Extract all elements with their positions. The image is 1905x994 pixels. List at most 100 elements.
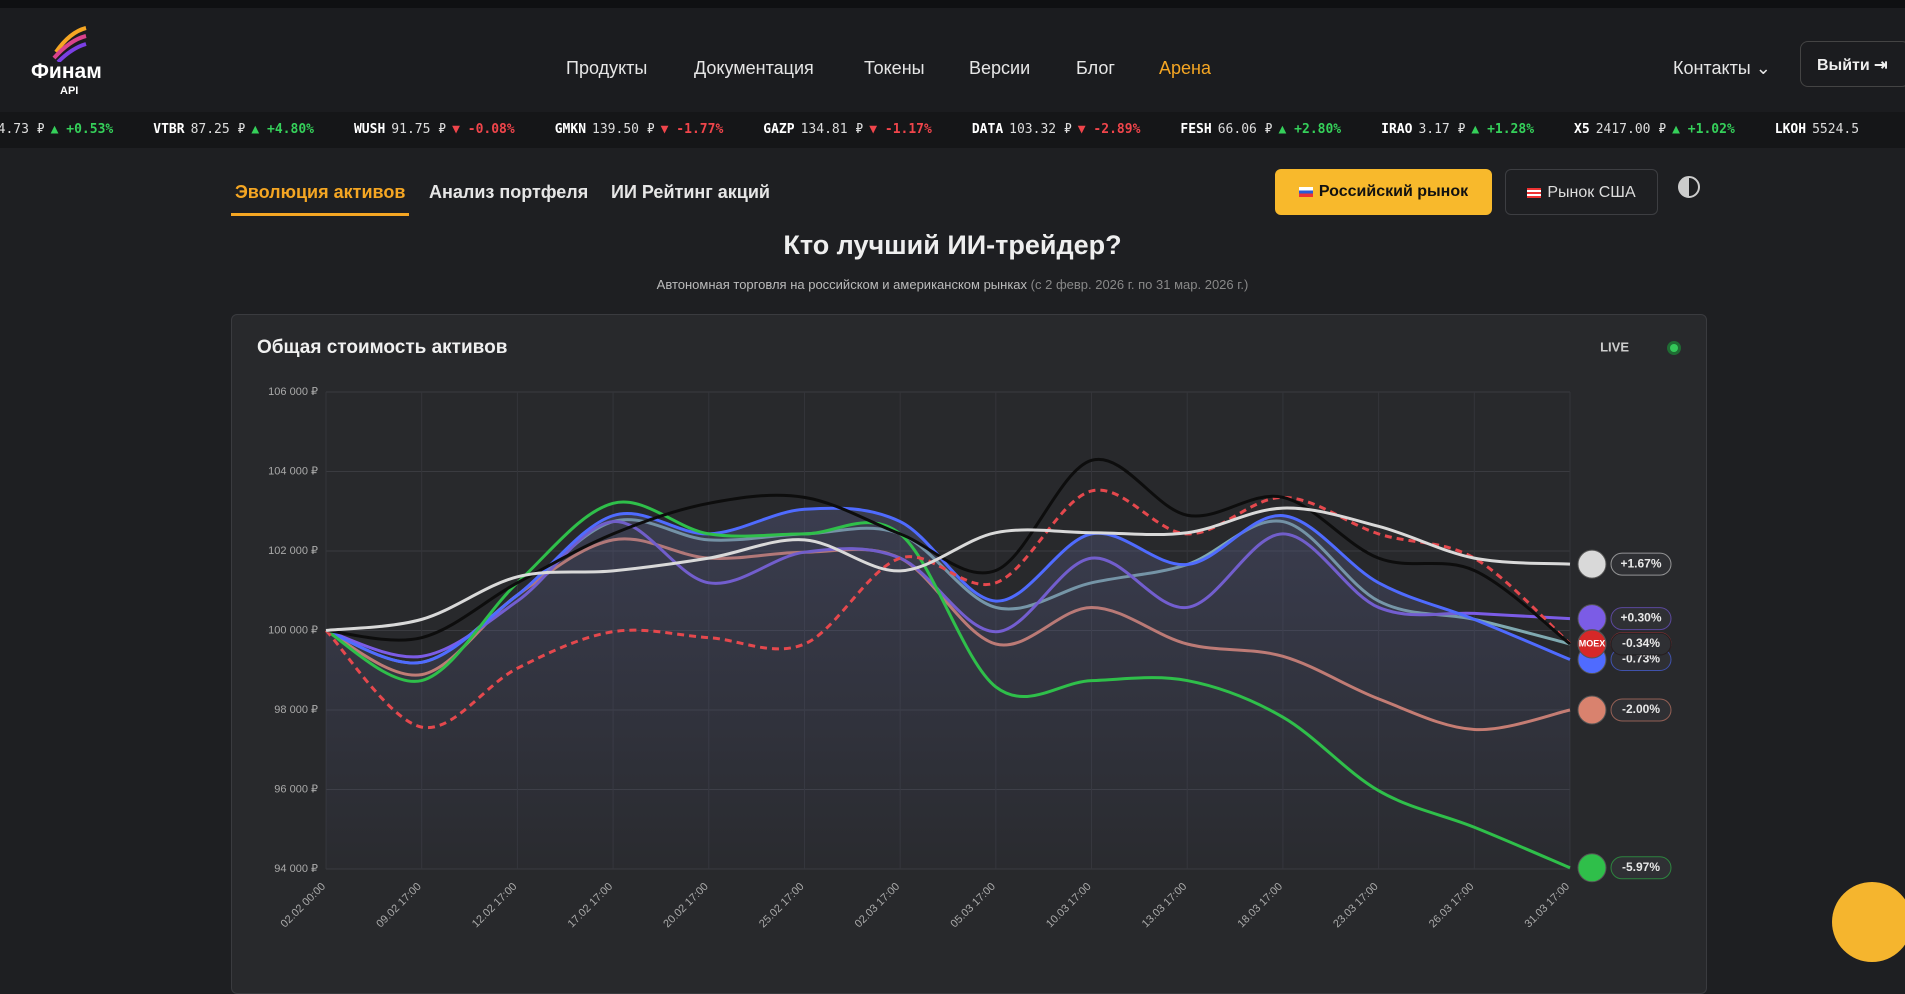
end-icon bbox=[1577, 853, 1607, 883]
flag bbox=[1527, 187, 1542, 198]
ticker-change: ▼ -2.89% bbox=[1077, 122, 1141, 137]
ticker-change: ▼ -0.08% bbox=[452, 122, 515, 137]
ticker-price: 5524.5 bbox=[1812, 122, 1860, 137]
x-tick-label: 17.02 17:00 bbox=[566, 881, 616, 931]
end-label-box bbox=[1610, 632, 1672, 656]
subtitle-text: Автономная торговля на российском и амер… bbox=[656, 277, 1028, 292]
ticker-price: 334.73 ₽ bbox=[0, 122, 45, 137]
x-tick-label: 13.03 17:00 bbox=[1140, 881, 1190, 931]
nav-item[interactable]: Арена bbox=[1159, 58, 1211, 78]
x-tick-label: 09.02 17:00 bbox=[374, 881, 424, 931]
logo-icon bbox=[52, 26, 87, 62]
ticker-change: ▼ -1.17% bbox=[869, 122, 932, 137]
line bbox=[324, 488, 1571, 730]
end-icon bbox=[1577, 695, 1607, 725]
ticker-item: GMKN 139.50 ₽ ▼ -1.77% bbox=[555, 112, 724, 148]
logout-button[interactable]: Выйти ⇥ bbox=[1800, 41, 1905, 87]
end-icon bbox=[1577, 549, 1607, 579]
ticker-symbol: VTBR bbox=[153, 122, 185, 137]
area bbox=[326, 508, 1570, 869]
nav-item[interactable]: Версии bbox=[969, 58, 1031, 78]
x-tick-label: 26.03 17:00 bbox=[1427, 881, 1477, 931]
contacts[interactable]: Контакты ⌄ bbox=[1673, 58, 1771, 78]
end-icon bbox=[1577, 629, 1607, 659]
chat-button[interactable] bbox=[1832, 882, 1905, 962]
line bbox=[325, 506, 1571, 632]
logout-text[interactable]: Выйти bbox=[1817, 57, 1870, 74]
ticker-symbol: WUSH bbox=[353, 122, 386, 137]
contacts-text[interactable]: Контакты bbox=[1673, 58, 1751, 78]
ticker-symbol: X5 bbox=[1574, 122, 1590, 137]
subtitle: Автономная торговля на российском и амер… bbox=[0, 277, 1905, 292]
y-tick-label: 102 000 ₽ bbox=[268, 545, 318, 557]
ticker-price: 2417.00 ₽ bbox=[1595, 122, 1667, 137]
market-label[interactable]: Российский рынок bbox=[1318, 183, 1469, 200]
x-tick-label: 18.03 17:00 bbox=[1235, 881, 1285, 931]
header: Финам API Контакты ⌄ Выйти ⇥ Продукты Док… bbox=[0, 0, 1905, 112]
nav-item[interactable]: Блог bbox=[1076, 58, 1115, 78]
end-label: -2.00% bbox=[1622, 702, 1660, 716]
ticker-change: ▲ +2.80% bbox=[1278, 122, 1342, 137]
logo-sub: API bbox=[60, 85, 79, 97]
end-label-box bbox=[1610, 698, 1672, 722]
ticker-price: 3.17 ₽ bbox=[1418, 122, 1466, 137]
ticker-item: X5 2417.00 ₽ ▲ +1.02% bbox=[1574, 112, 1735, 148]
ticker-symbol: GAZP bbox=[763, 122, 795, 137]
x-tick-label: 25.02 17:00 bbox=[757, 881, 807, 931]
tab[interactable]: ИИ Рейтинг акций bbox=[611, 182, 770, 202]
ticker-symbol: IRAO bbox=[1381, 122, 1413, 137]
nav-item[interactable]: Токены bbox=[864, 58, 925, 78]
ticker-change: ▼ -1.77% bbox=[660, 122, 724, 137]
tab[interactable]: Анализ портфеля bbox=[429, 182, 589, 202]
market-button[interactable]: Российский рынок bbox=[1275, 169, 1492, 215]
line bbox=[325, 457, 1571, 646]
tab[interactable]: Эволюция активов bbox=[231, 182, 410, 216]
ticker-change: ▲ +1.28% bbox=[1471, 122, 1535, 137]
ticker-item: VTBR 87.25 ₽ ▲ +4.80% bbox=[153, 112, 314, 148]
ticker-price: 139.50 ₽ bbox=[592, 122, 655, 137]
ticker-change: ▲ +4.80% bbox=[251, 122, 314, 137]
ticker-item: WUSH 91.75 ₽ ▼ -0.08% bbox=[354, 112, 515, 148]
x-tick-label: 02.02 00:00 bbox=[279, 881, 329, 931]
x-tick-label: 31.03 17:00 bbox=[1523, 881, 1573, 931]
flag bbox=[1298, 186, 1313, 197]
live-dot-core bbox=[1670, 344, 1678, 352]
subtitle-period: (с 2 февр. 2026 г. по 31 мар. 2026 г.) bbox=[1030, 277, 1249, 292]
ticker-item: IRAO 3.17 ₽ ▲ +1.28% bbox=[1381, 112, 1534, 148]
chart-title: Общая стоимость активов bbox=[257, 337, 507, 358]
end-label: +0.30% bbox=[1620, 611, 1661, 625]
y-tick-label: 104 000 ₽ bbox=[268, 465, 318, 477]
ticker-item: 334.73 ₽ ▲ +0.53% bbox=[0, 112, 113, 148]
ticker-item: LKOH 5524.5 bbox=[1775, 112, 1865, 148]
nav-item[interactable]: Продукты bbox=[566, 58, 648, 78]
ticker-price: 91.75 ₽ bbox=[391, 122, 447, 137]
logo: Финам bbox=[31, 60, 102, 83]
nav-item[interactable]: Документация bbox=[694, 58, 814, 78]
ticker-change: ▲ +1.02% bbox=[1672, 122, 1735, 137]
end-icon bbox=[1577, 604, 1607, 634]
ticker-symbol: GMKN bbox=[554, 122, 587, 137]
ticker-price: 134.81 ₽ bbox=[800, 122, 864, 137]
ticker-item: GAZP 134.81 ₽ ▼ -1.17% bbox=[763, 112, 932, 148]
ticker-item: DATA 103.32 ₽ ▼ -2.89% bbox=[972, 112, 1141, 148]
ticker-symbol: DATA bbox=[971, 122, 1004, 137]
x-tick-label: 23.03 17:00 bbox=[1331, 881, 1381, 931]
market-label[interactable]: Рынок США bbox=[1547, 184, 1636, 201]
x-tick-label: 10.03 17:00 bbox=[1044, 881, 1094, 931]
x-tick-label: 02.03 17:00 bbox=[853, 881, 903, 931]
ticker-symbol: LKOH bbox=[1774, 122, 1807, 137]
y-tick-label: 96 000 ₽ bbox=[274, 783, 318, 795]
end-label-box bbox=[1610, 552, 1672, 576]
x-tick-label: 20.02 17:00 bbox=[661, 881, 711, 931]
chart: Общая стоимость активов LIVE 94 000 ₽ 96 … bbox=[257, 337, 1681, 931]
end-label: +1.67% bbox=[1620, 556, 1661, 570]
market-button[interactable]: Рынок США bbox=[1505, 169, 1658, 215]
ticker: 334.73 ₽ ▲ +0.53% VTBR 87.25 ₽ ▲ +4.80% WUSH 9… bbox=[0, 112, 1905, 148]
theme-toggle[interactable] bbox=[1678, 176, 1700, 198]
end-label: -0.34% bbox=[1622, 636, 1660, 650]
y-tick-label: 100 000 ₽ bbox=[268, 624, 318, 636]
y-tick-label: 106 000 ₽ bbox=[268, 386, 318, 398]
ticker-price: 87.25 ₽ bbox=[190, 122, 246, 137]
y-tick-label: 98 000 ₽ bbox=[274, 704, 318, 716]
